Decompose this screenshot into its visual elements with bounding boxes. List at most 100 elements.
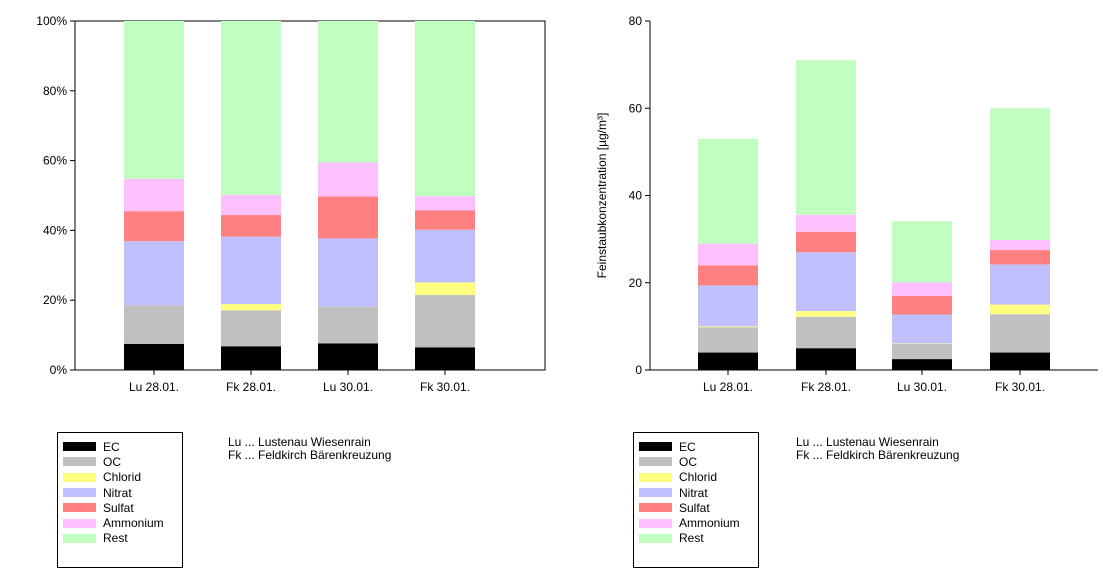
- legend-item-chlorid: Chlorid: [634, 470, 758, 485]
- legend-item-rest: Rest: [58, 531, 182, 546]
- bar-segment-nitrat: [415, 230, 475, 283]
- station-notes-left: Lu ... Lustenau Wiesenrain Fk ... Feldki…: [228, 436, 391, 462]
- bar-segment-oc: [796, 317, 856, 348]
- y-tick-label: 40: [629, 189, 643, 203]
- bar-segment-chlorid: [796, 311, 856, 317]
- y-tick-label: 80%: [43, 84, 67, 98]
- legend-swatch: [639, 503, 672, 512]
- y-tick-label: 0: [635, 363, 642, 377]
- bar-segment-sulfat: [698, 265, 758, 285]
- bar-segment-ec: [698, 353, 758, 370]
- legend-swatch: [639, 473, 672, 482]
- note-feldkirch: Fk ... Feldkirch Bärenkreuzung: [228, 449, 391, 462]
- legend-swatch: [639, 488, 672, 497]
- bar-segment-ammonium: [698, 243, 758, 265]
- bar-segment-chlorid: [990, 305, 1050, 315]
- legend-left: EC OC Chlorid Nitrat Sulfat Ammonium Rest: [57, 432, 183, 568]
- legend-label: Chlorid: [679, 471, 717, 483]
- bar-segment-ammonium: [796, 215, 856, 232]
- legend-label: Chlorid: [103, 471, 141, 483]
- legend-label: OC: [679, 456, 697, 468]
- legend-item-ec: EC: [634, 439, 758, 454]
- bar-segment-ammonium: [415, 196, 475, 210]
- legend-label: Ammonium: [103, 517, 164, 529]
- x-tick-label: Lu 30.01.: [897, 380, 947, 394]
- legend-item-ec: EC: [58, 439, 182, 454]
- bar-segment-oc: [698, 327, 758, 352]
- y-tick-label: 0%: [50, 363, 68, 377]
- bar-segment-nitrat: [796, 252, 856, 311]
- bar-segment-rest: [124, 21, 184, 179]
- y-tick-label: 100%: [36, 14, 67, 28]
- y-tick-label: 80: [629, 14, 643, 28]
- bar-segment-ec: [990, 353, 1050, 370]
- legend-label: Rest: [679, 532, 704, 544]
- bar-segment-oc: [124, 305, 184, 343]
- bar-segment-chlorid: [415, 282, 475, 295]
- bar-segment-nitrat: [990, 264, 1050, 304]
- bar-segment-rest: [698, 139, 758, 244]
- bar-segment-ammonium: [124, 179, 184, 211]
- bar-segment-ec: [318, 343, 378, 370]
- x-tick-label: Lu 28.01.: [129, 380, 179, 394]
- legend-swatch: [63, 473, 96, 482]
- bar-segment-sulfat: [415, 211, 475, 230]
- bar-segment-rest: [221, 21, 281, 195]
- chart-1: 0%20%40%60%80%100%Lu 28.01.Fk 28.01.Lu 3…: [36, 14, 545, 394]
- legend-item-ammonium: Ammonium: [58, 515, 182, 530]
- legend-label: OC: [103, 456, 121, 468]
- note-feldkirch: Fk ... Feldkirch Bärenkreuzung: [796, 449, 959, 462]
- bar-segment-ammonium: [990, 240, 1050, 250]
- bar-segment-sulfat: [221, 215, 281, 237]
- bar-segment-oc: [892, 344, 952, 359]
- legend-label: Nitrat: [679, 487, 708, 499]
- bar-segment-ec: [415, 347, 475, 370]
- y-tick-label: 60%: [43, 154, 67, 168]
- bar-segment-rest: [892, 221, 952, 282]
- x-tick-label: Fk 30.01.: [995, 380, 1045, 394]
- legend-label: Rest: [103, 532, 128, 544]
- bar-segment-oc: [318, 307, 378, 344]
- legend-item-sulfat: Sulfat: [634, 500, 758, 515]
- bar-segment-sulfat: [990, 250, 1050, 264]
- legend-swatch: [639, 442, 672, 451]
- bar-segment-ec: [892, 359, 952, 370]
- legend-swatch: [63, 488, 96, 497]
- bar-segment-nitrat: [124, 241, 184, 305]
- legend-item-ammonium: Ammonium: [634, 515, 758, 530]
- y-tick-label: 40%: [43, 223, 67, 237]
- legend-swatch: [63, 442, 96, 451]
- legend-item-sulfat: Sulfat: [58, 500, 182, 515]
- bar-segment-oc: [415, 295, 475, 347]
- bar-segment-chlorid: [698, 326, 758, 327]
- bar-segment-sulfat: [318, 197, 378, 239]
- legend-item-nitrat: Nitrat: [58, 485, 182, 500]
- bar-segment-rest: [796, 60, 856, 214]
- legend-item-rest: Rest: [634, 531, 758, 546]
- legend-label: Sulfat: [103, 502, 134, 514]
- legend-item-nitrat: Nitrat: [634, 485, 758, 500]
- x-tick-label: Fk 28.01.: [226, 380, 276, 394]
- bar-segment-rest: [318, 21, 378, 162]
- legend-swatch: [63, 519, 96, 528]
- bar-segment-rest: [415, 21, 475, 196]
- bar-segment-nitrat: [221, 237, 281, 304]
- legend-swatch: [63, 534, 96, 543]
- bar-segment-ammonium: [221, 195, 281, 215]
- bar-segment-sulfat: [892, 296, 952, 315]
- legend-swatch: [63, 503, 96, 512]
- legend-label: Ammonium: [679, 517, 740, 529]
- x-tick-label: Fk 30.01.: [420, 380, 470, 394]
- legend-swatch: [639, 457, 672, 466]
- bar-segment-ammonium: [318, 162, 378, 196]
- legend-label: EC: [103, 441, 120, 453]
- bar-segment-ammonium: [892, 282, 952, 296]
- y-tick-label: 20%: [43, 293, 67, 307]
- legend-swatch: [639, 519, 672, 528]
- y-tick-label: 20: [629, 276, 643, 290]
- y-axis-label: Feinstaubkonzentration [µg/m³]: [595, 113, 609, 279]
- legend-label: Nitrat: [103, 487, 132, 499]
- y-tick-label: 60: [629, 101, 643, 115]
